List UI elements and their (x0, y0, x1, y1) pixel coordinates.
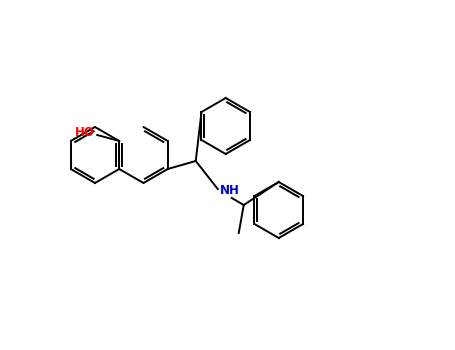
Text: HO: HO (76, 126, 95, 140)
Text: NH: NH (220, 183, 240, 196)
